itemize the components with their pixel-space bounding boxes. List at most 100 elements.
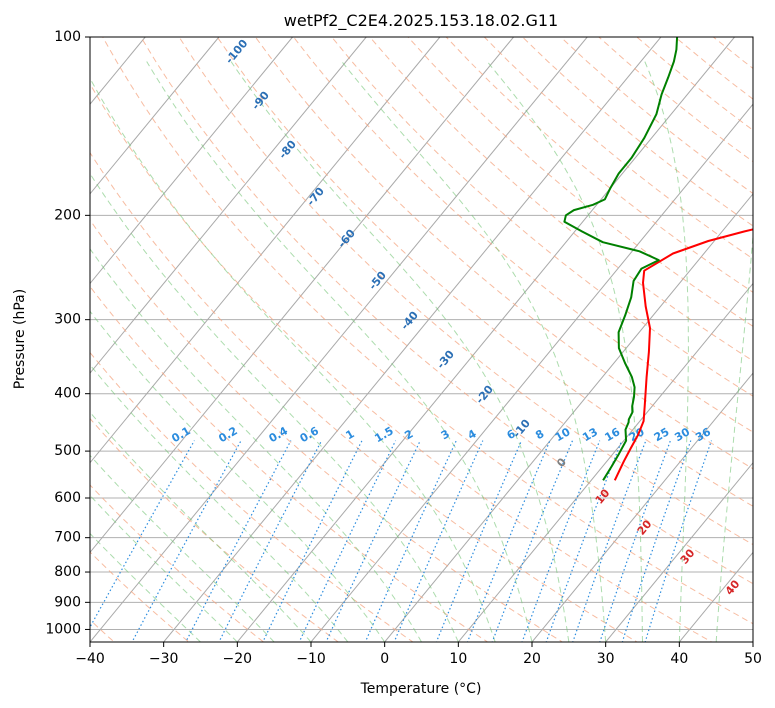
x-tick-label: 0 — [380, 651, 389, 667]
moist-adiabat-label: 20 — [635, 517, 655, 537]
mixing-ratio-line — [90, 440, 195, 629]
mixing-ratio-line — [262, 440, 363, 642]
x-tick-label: 30 — [597, 651, 615, 667]
dry-adiabat-label: -30 — [434, 348, 457, 372]
dry-adiabat-label: -50 — [366, 269, 389, 293]
dry-adiabat-line — [102, 37, 753, 625]
isotherm-line — [90, 37, 441, 464]
moist-adiabat-line — [90, 454, 275, 642]
dry-adiabat-line — [90, 417, 340, 642]
moist-adiabat-line — [90, 364, 349, 642]
isotherm-line — [163, 37, 662, 642]
dry-adiabat-line — [90, 83, 713, 642]
moist-adiabat-line — [90, 411, 312, 642]
mixing-ratio-label: 0.1 — [169, 424, 192, 445]
moist-adiabat-line — [486, 61, 643, 642]
dry-adiabat-line — [90, 219, 564, 642]
dry-adiabat-line — [674, 37, 753, 100]
moist-adiabat-label: 30 — [678, 546, 698, 566]
moist-adiabat-line — [341, 61, 607, 642]
mixing-ratio-line — [621, 440, 692, 642]
mixing-ratio-label: 0.2 — [216, 424, 239, 445]
dry-adiabat-line — [90, 484, 265, 642]
mixing-ratio-label: 1 — [344, 427, 357, 442]
y-tick-label: 900 — [54, 594, 81, 610]
x-tick-label: −30 — [149, 651, 179, 667]
dry-adiabat-line — [369, 37, 753, 362]
mixing-ratio-label: 13 — [580, 425, 600, 444]
mixing-ratio-line — [572, 440, 647, 642]
mixing-ratio-line — [131, 440, 242, 642]
chart-title: wetPf2_C2E4.2025.153.18.02.G11 — [284, 11, 558, 31]
moist-adiabat-line — [230, 61, 570, 642]
mixing-ratio-label: 0.4 — [267, 424, 291, 445]
dry-adiabat-line — [483, 37, 753, 260]
dry-adiabat-line — [254, 37, 753, 470]
y-tick-label: 500 — [54, 443, 81, 459]
x-tick-label: −40 — [75, 651, 105, 667]
moist-adiabat-line — [90, 248, 422, 642]
isotherm-line — [310, 103, 753, 642]
isotherm-line — [90, 37, 367, 374]
moist-adiabat-line — [715, 230, 753, 642]
isotherm-line — [90, 37, 588, 642]
isotherm-line — [384, 193, 753, 642]
dry-adiabat-line — [331, 37, 753, 397]
dry-adiabat-line — [140, 37, 753, 585]
isotherm-line — [236, 37, 735, 642]
mixing-ratio-label: 1.5 — [372, 424, 395, 445]
x-tick-label: 50 — [744, 651, 762, 667]
y-axis-label: Pressure (hPa) — [12, 289, 28, 389]
x-tick-label: −10 — [296, 651, 326, 667]
dry-adiabat-line — [445, 37, 753, 293]
isotherm-line — [90, 37, 293, 285]
dry-adiabat-line — [90, 151, 639, 642]
plot-frame — [89, 36, 754, 643]
mixing-ratio-line — [393, 440, 484, 642]
x-tick-label: 10 — [449, 651, 467, 667]
x-tick-label: 20 — [523, 651, 541, 667]
mixing-ratio-label: 3 — [439, 427, 452, 442]
isotherm-line — [0, 37, 72, 642]
dry-adiabat-label: -90 — [249, 89, 272, 113]
y-tick-label: 300 — [54, 312, 81, 328]
mixing-ratio-label: 8 — [533, 427, 546, 442]
moist-adiabat-label: 40 — [723, 577, 743, 597]
plot-area: 0.1 0.2 0.4 0.6 1 1.5 2 3 4 6 8 10 13 16 20 25 30 36-100-… — [0, 37, 753, 642]
moist-adiabat-label: 10 — [593, 486, 613, 506]
mixing-ratio-label: 2 — [402, 427, 415, 442]
dry-adiabat-line — [559, 37, 753, 195]
mixing-ratio-label: 30 — [672, 425, 692, 444]
moist-adiabat-line — [90, 77, 496, 642]
moist-adiabat-label: 0 — [554, 455, 569, 469]
y-tick-label: 200 — [54, 207, 81, 223]
x-axis-label: Temperature (°C) — [360, 681, 482, 697]
dry-adiabat-label: -80 — [276, 138, 299, 162]
mixing-ratio-line — [364, 440, 457, 642]
moist-adiabat-line — [90, 494, 238, 642]
dry-adiabat-label: -20 — [473, 383, 496, 407]
isotherm-line — [678, 551, 753, 642]
isotherm-line — [457, 282, 753, 642]
mixing-ratio-label: 25 — [652, 425, 672, 444]
mixing-ratio-line — [218, 440, 323, 642]
dry-adiabat-line — [90, 551, 190, 642]
mixing-ratio-label: 16 — [603, 425, 623, 444]
isotherm-line — [752, 641, 753, 642]
dry-adiabat-label: -100 — [223, 37, 251, 67]
y-tick-label: 700 — [54, 530, 81, 546]
dry-adiabat-line — [750, 37, 753, 39]
x-tick-label: 40 — [670, 651, 688, 667]
x-tick-label: −20 — [223, 651, 253, 667]
isotherm-line — [90, 37, 514, 554]
moist-adiabat-line — [90, 532, 201, 642]
mixing-ratio-line — [599, 440, 671, 642]
dewpoint-profile-line — [563, 37, 679, 481]
dry-adiabat-label: -70 — [304, 185, 327, 209]
y-tick-label: 1000 — [45, 621, 81, 637]
y-tick-label: 800 — [54, 564, 81, 580]
y-tick-label: 600 — [54, 490, 81, 506]
y-tick-label: 100 — [54, 29, 81, 45]
dry-adiabat-line — [90, 351, 414, 642]
